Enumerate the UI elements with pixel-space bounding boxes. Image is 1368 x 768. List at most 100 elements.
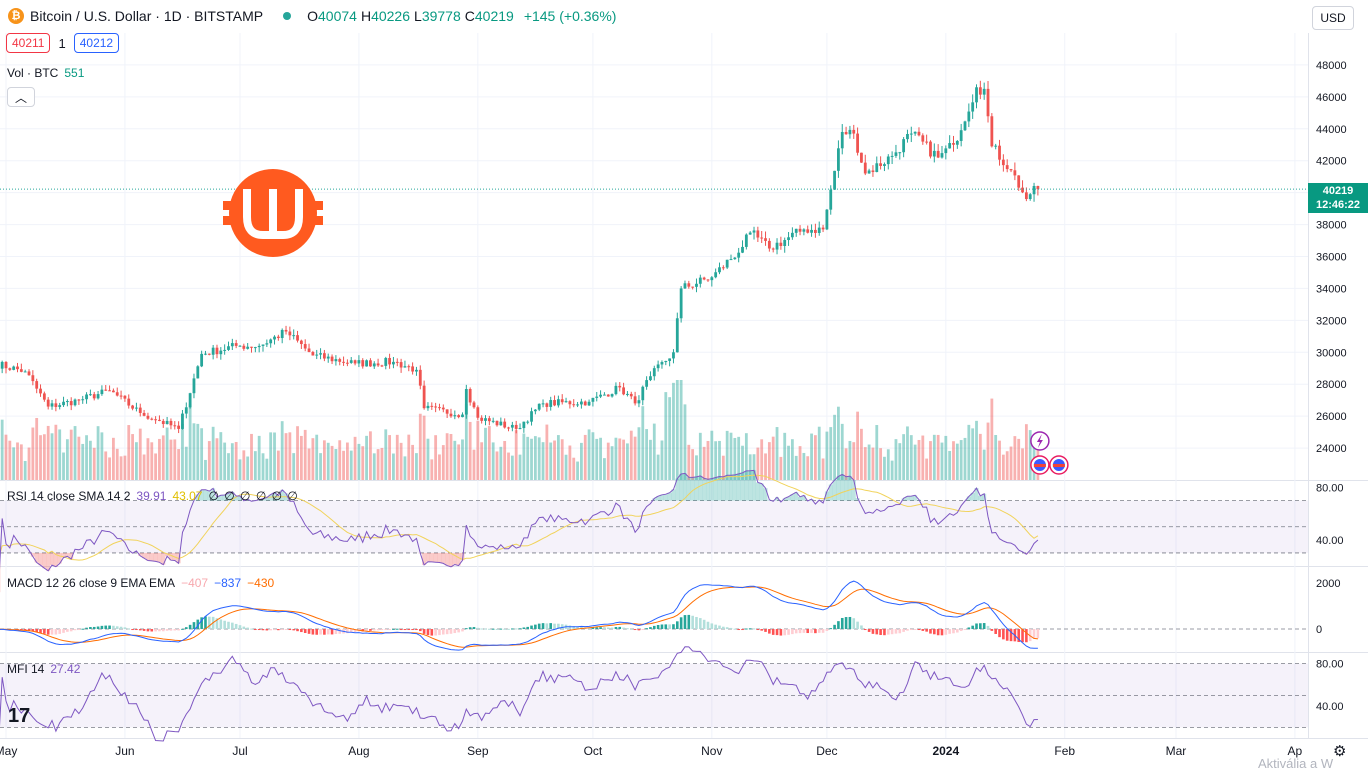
volume-bar xyxy=(906,426,909,480)
candle-body xyxy=(207,353,211,355)
candle-body xyxy=(292,335,296,337)
candle-body xyxy=(280,329,284,339)
macd-histogram-bar xyxy=(395,628,399,630)
candle-body xyxy=(407,366,411,368)
mfi-legend[interactable]: MFI 14 27.42 xyxy=(7,662,80,676)
macd-legend[interactable]: MACD 12 26 close 9 EMA EMA −407 −837 −430 xyxy=(7,576,274,590)
volume-bar xyxy=(886,449,890,480)
volume-bar xyxy=(388,435,391,480)
macd-histogram-bar xyxy=(77,629,81,631)
volume-bar xyxy=(357,443,361,480)
candle-body xyxy=(388,357,391,365)
candle-body xyxy=(480,417,484,421)
macd-histogram-bar xyxy=(629,628,633,630)
candle-body xyxy=(779,242,783,246)
volume-bar xyxy=(346,442,349,480)
candle-body xyxy=(798,228,802,232)
macd-histogram-bar xyxy=(557,623,560,630)
candle-body xyxy=(8,368,12,370)
price-tick-label: 32000 xyxy=(1316,315,1347,327)
candle-body xyxy=(913,131,917,134)
macd-histogram-bar xyxy=(606,627,610,630)
macd-histogram-bar xyxy=(603,627,606,630)
volume-bar xyxy=(691,449,695,480)
collapse-legend-button[interactable]: ︿ xyxy=(7,87,35,107)
macd-histogram-bar xyxy=(131,629,134,631)
macd-histogram-bar xyxy=(173,629,177,631)
volume-bar xyxy=(253,451,257,480)
candle-body xyxy=(737,252,741,258)
rsi-overbought-fill xyxy=(798,496,803,501)
macd-histogram-bar xyxy=(196,619,200,630)
volume-bar xyxy=(810,433,813,480)
candle-body xyxy=(457,415,461,418)
candle-body xyxy=(65,401,69,403)
macd-histogram-bar xyxy=(902,629,905,632)
rsi-legend[interactable]: RSI 14 close SMA 14 2 39.91 43.07 ∅ ∅ ∅ ∅ ∅… xyxy=(7,489,299,503)
volume-legend[interactable]: Vol · BTC 551 xyxy=(7,66,84,80)
volume-bar xyxy=(127,425,131,480)
candle-body xyxy=(1005,165,1009,170)
volume-bar xyxy=(499,446,503,480)
candle-body xyxy=(714,272,718,278)
macd-histogram-bar xyxy=(994,629,997,634)
rsi-overbought-fill xyxy=(736,473,741,501)
rsi-overbought-fill xyxy=(801,495,806,501)
candle-body xyxy=(622,387,625,395)
macd-histogram-bar xyxy=(418,629,422,632)
volume-bar xyxy=(369,431,372,480)
rsi-overbought-fill xyxy=(740,472,745,501)
rsi-oversold-fill xyxy=(168,552,173,561)
candle-body xyxy=(142,412,146,416)
macd-histogram-bar xyxy=(430,629,434,636)
rsi-oversold-fill xyxy=(46,552,51,571)
candle-body xyxy=(672,352,675,359)
macd-histogram-bar xyxy=(748,628,752,630)
macd-histogram-bar xyxy=(856,621,859,630)
volume-bar xyxy=(560,439,564,480)
volume-bar xyxy=(533,436,537,480)
candle-body xyxy=(246,346,250,349)
candle-body xyxy=(77,399,81,401)
candle-body xyxy=(687,283,691,287)
macd-histogram-bar xyxy=(1005,629,1009,641)
ohlc-value: 40074 xyxy=(318,8,357,24)
volume-bar xyxy=(507,452,510,480)
volume-bar xyxy=(817,426,821,480)
gear-icon[interactable]: ⚙ xyxy=(1333,743,1347,760)
candle-body xyxy=(192,378,196,394)
currency-select[interactable]: USD xyxy=(1312,6,1354,30)
candle-body xyxy=(948,143,952,149)
volume-bar xyxy=(449,433,453,480)
volume-bar xyxy=(299,435,303,480)
rsi-overbought-fill xyxy=(214,496,219,501)
candle-body xyxy=(307,348,311,353)
volume-bar xyxy=(564,454,568,480)
time-tick-label: Nov xyxy=(701,744,722,758)
candle-body xyxy=(284,329,288,332)
volume-bar xyxy=(695,455,698,480)
candle-body xyxy=(434,406,438,408)
candle-body xyxy=(449,413,453,417)
volume-bar xyxy=(526,436,530,480)
sell-price-button[interactable]: 40211 xyxy=(6,33,51,53)
volume-bar xyxy=(967,424,971,480)
volume-bar xyxy=(227,453,230,480)
candle-body xyxy=(959,130,963,141)
indicator-tick-label: 0 xyxy=(1316,624,1322,636)
candle-body xyxy=(62,401,65,406)
volume-bar xyxy=(4,434,8,480)
volume-bar xyxy=(184,446,188,480)
tradingview-logo[interactable]: 17 xyxy=(8,705,31,727)
symbol-title[interactable]: Bitcoin / U.S. Dollar · 1D · BITSTAMP xyxy=(30,8,264,24)
macd-histogram-bar xyxy=(553,623,556,630)
volume-bar xyxy=(871,447,875,480)
candle-body xyxy=(115,392,119,396)
volume-bar xyxy=(771,436,775,480)
rsi-label: RSI 14 close SMA 14 2 xyxy=(7,489,131,503)
brand-logo-notch xyxy=(311,216,323,225)
macd-histogram-bar xyxy=(46,629,50,635)
volume-bar xyxy=(710,430,714,480)
buy-price-button[interactable]: 40212 xyxy=(73,33,120,53)
